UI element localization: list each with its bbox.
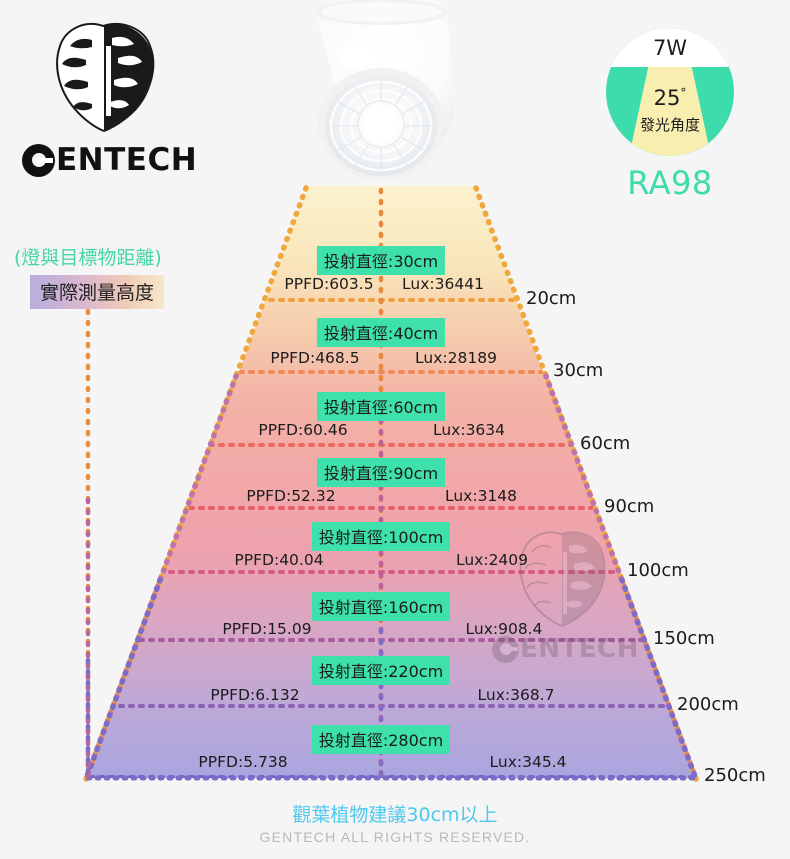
monstera-leaf-icon	[506, 528, 618, 632]
led-spotlight-bulb-icon	[262, 0, 500, 200]
ppfd-value: PPFD:603.5	[284, 275, 374, 293]
beam-angle-label: 發光角度	[639, 116, 700, 134]
lux-value: Lux:345.4	[489, 753, 567, 771]
lux-value: Lux:908.4	[465, 620, 543, 638]
lux-value: Lux:2409	[455, 551, 529, 569]
watermark-wordmark-text: ENTECH	[520, 633, 639, 664]
lux-value: Lux:36441	[402, 275, 484, 293]
ppfd-value: PPFD:52.32	[246, 487, 336, 505]
ppfd-value: PPFD:5.738	[198, 753, 288, 771]
projection-diameter-chip: 投射直徑:280cm	[311, 725, 451, 754]
distance-label: 200cm	[677, 694, 739, 715]
distance-label: 100cm	[627, 560, 689, 581]
lux-value: Lux:28189	[415, 349, 497, 367]
g-monogram-icon	[492, 635, 519, 663]
plant-advice-text: 觀葉植物建議30cm以上	[292, 804, 498, 826]
projection-diameter-chip: 投射直徑:30cm	[316, 246, 446, 275]
badge-circle	[606, 28, 734, 156]
lux-value: Lux:3634	[432, 421, 506, 439]
ppfd-value: PPFD:40.04	[234, 551, 324, 569]
distance-label: 90cm	[604, 496, 655, 517]
projection-diameter-chip: 投射直徑:100cm	[311, 522, 451, 551]
brand-logo: ENTECH	[22, 18, 222, 208]
lux-value: Lux:3148	[444, 487, 518, 505]
distance-label: 30cm	[553, 360, 604, 381]
ppfd-value: PPFD:15.09	[222, 620, 312, 638]
distance-label: 60cm	[580, 433, 631, 454]
lux-value: Lux:368.7	[477, 686, 555, 704]
monstera-leaf-icon	[40, 18, 170, 138]
projection-diameter-chip: 投射直徑:40cm	[316, 318, 446, 347]
brand-wordmark-text: ENTECH	[56, 141, 198, 178]
projection-diameter-chip: 投射直徑:220cm	[311, 656, 451, 685]
badge-beam-cone	[629, 67, 711, 156]
distance-label: 250cm	[704, 765, 766, 786]
brand-wordmark: ENTECH	[22, 140, 222, 180]
g-monogram-icon	[22, 143, 55, 177]
cri-label: RA98	[627, 164, 713, 202]
distance-note-label: (燈與目標物距離)	[14, 247, 162, 269]
projection-diameter-chip: 投射直徑:160cm	[311, 592, 451, 621]
ppfd-value: PPFD:468.5	[270, 349, 360, 367]
wattage-label: 7W	[652, 35, 688, 60]
watermark-logo: ENTECH	[492, 528, 662, 678]
projection-diameter-chip: 投射直徑:60cm	[316, 392, 446, 421]
beam-angle-number: 25	[653, 86, 681, 110]
distance-label: 150cm	[653, 628, 715, 649]
projection-diameter-chip: 投射直徑:90cm	[316, 458, 446, 487]
degree-symbol: °	[680, 86, 687, 100]
copyright-text: GENTECH ALL RIGHTS RESERVED.	[259, 829, 531, 845]
beam-angle-value: 25°	[606, 86, 734, 110]
watermark-wordmark: ENTECH	[492, 632, 662, 666]
ppfd-value: PPFD:6.132	[210, 686, 300, 704]
ppfd-value: PPFD:60.46	[258, 421, 348, 439]
spec-badge: 7W 25° 發光角度	[606, 28, 734, 156]
badge-cap-band	[606, 28, 734, 67]
distance-label: 20cm	[526, 288, 577, 309]
measured-height-chip: 實際測量高度	[30, 275, 165, 309]
